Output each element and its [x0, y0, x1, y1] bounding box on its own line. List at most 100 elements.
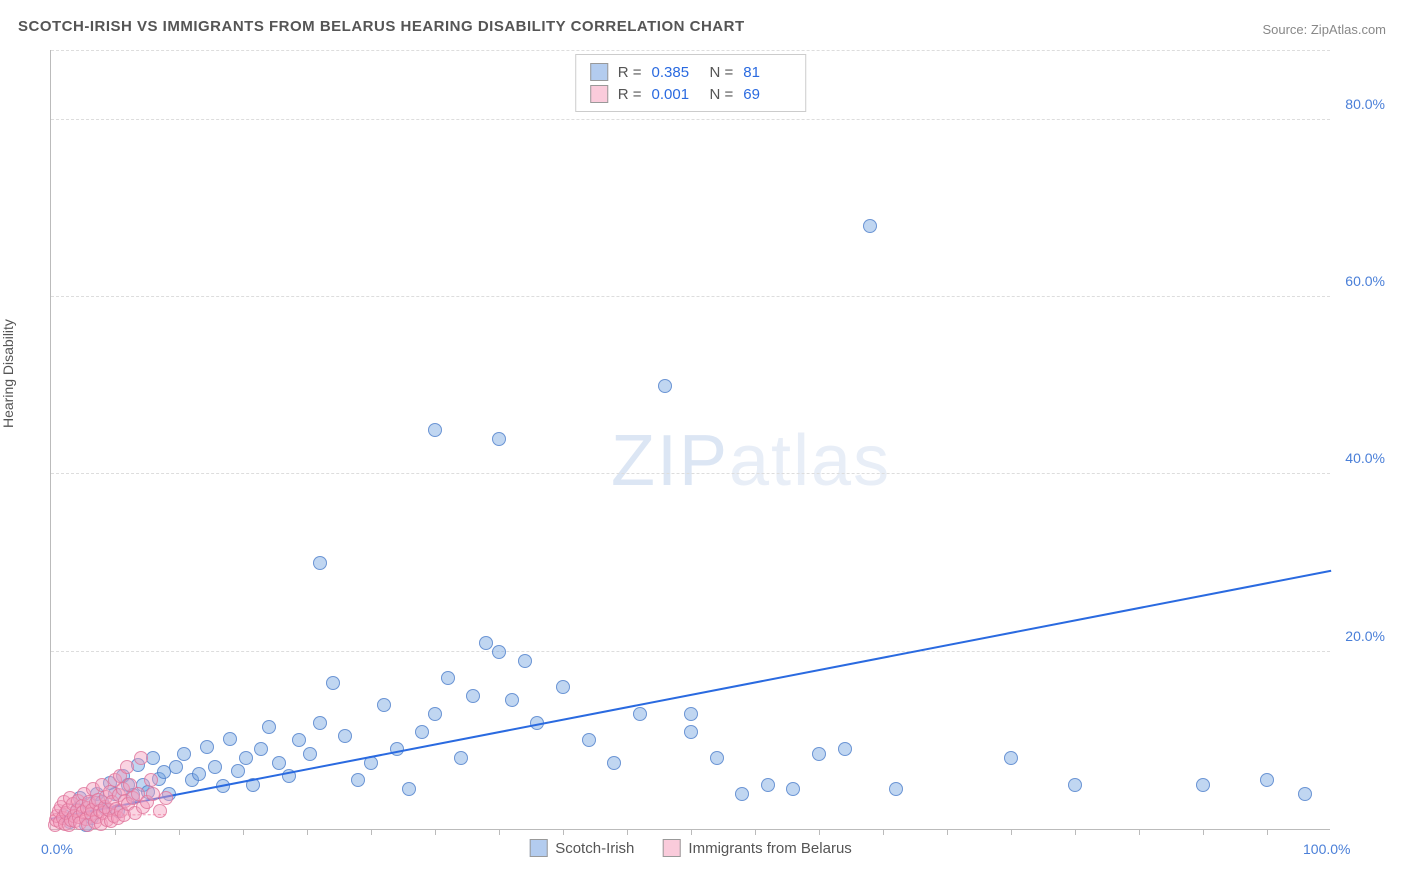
x-tick [435, 829, 436, 835]
x-tick [115, 829, 116, 835]
y-tick-label: 80.0% [1345, 96, 1385, 112]
source-attribution: Source: ZipAtlas.com [1262, 22, 1386, 37]
y-tick-label: 40.0% [1345, 450, 1385, 466]
y-tick-label: 60.0% [1345, 273, 1385, 289]
stat-n-value: 69 [743, 86, 791, 103]
scatter-point [144, 773, 158, 787]
gridline [51, 473, 1330, 474]
scatter-point [402, 782, 416, 796]
scatter-point [239, 751, 253, 765]
scatter-point [633, 707, 647, 721]
x-tick [1139, 829, 1140, 835]
x-tick [691, 829, 692, 835]
x-tick-label: 0.0% [41, 841, 73, 857]
scatter-point [441, 671, 455, 685]
stat-r-label: R = [618, 64, 642, 81]
legend-swatch [529, 839, 547, 857]
scatter-point [1260, 773, 1274, 787]
scatter-point [505, 693, 519, 707]
legend-swatch [662, 839, 680, 857]
x-tick [1075, 829, 1076, 835]
scatter-point [786, 782, 800, 796]
x-tick [1203, 829, 1204, 835]
x-tick [883, 829, 884, 835]
gridline [51, 296, 1330, 297]
x-tick [819, 829, 820, 835]
x-tick [243, 829, 244, 835]
scatter-point [313, 556, 327, 570]
x-tick [627, 829, 628, 835]
scatter-point [303, 747, 317, 761]
scatter-point [454, 751, 468, 765]
trend-line [51, 570, 1331, 820]
x-tick [755, 829, 756, 835]
x-tick [371, 829, 372, 835]
gridline [51, 50, 1330, 51]
scatter-point [146, 751, 160, 765]
watermark-light: atlas [729, 421, 891, 501]
scatter-point [231, 764, 245, 778]
stats-legend-box: R = 0.385 N = 81 R = 0.001 N = 69 [575, 54, 807, 112]
x-tick [499, 829, 500, 835]
scatter-point [1298, 787, 1312, 801]
scatter-point [812, 747, 826, 761]
legend-swatch [590, 63, 608, 81]
scatter-point [254, 742, 268, 756]
scatter-point [889, 782, 903, 796]
stat-r-value: 0.385 [652, 64, 700, 81]
stats-row: R = 0.385 N = 81 [590, 61, 792, 83]
x-tick [947, 829, 948, 835]
x-tick [1267, 829, 1268, 835]
legend-label: Immigrants from Belarus [688, 840, 851, 857]
scatter-point [120, 760, 134, 774]
scatter-point [582, 733, 596, 747]
scatter-point [159, 791, 173, 805]
x-tick [179, 829, 180, 835]
legend-swatch [590, 85, 608, 103]
scatter-point [415, 725, 429, 739]
scatter-point [518, 654, 532, 668]
scatter-point [153, 804, 167, 818]
scatter-point [684, 707, 698, 721]
scatter-point [658, 379, 672, 393]
legend-item: Scotch-Irish [529, 839, 634, 857]
scatter-point [134, 751, 148, 765]
scatter-point [326, 676, 340, 690]
scatter-point [492, 645, 506, 659]
scatter-point [607, 756, 621, 770]
stats-row: R = 0.001 N = 69 [590, 83, 792, 105]
scatter-point [169, 760, 183, 774]
scatter-point [1068, 778, 1082, 792]
scatter-point [710, 751, 724, 765]
x-tick [307, 829, 308, 835]
scatter-point [262, 720, 276, 734]
x-tick [1011, 829, 1012, 835]
scatter-point [466, 689, 480, 703]
scatter-point [192, 767, 206, 781]
stat-r-value: 0.001 [652, 86, 700, 103]
watermark-bold: ZIP [611, 421, 729, 501]
stat-n-value: 81 [743, 64, 791, 81]
stat-r-label: R = [618, 86, 642, 103]
y-axis-label: Hearing Disability [0, 319, 16, 428]
scatter-point [684, 725, 698, 739]
scatter-point [208, 760, 222, 774]
scatter-point [223, 732, 237, 746]
chart-plot-area: ZIPatlas R =0.385N =81R =0.001N =69 Scot… [50, 50, 1330, 830]
x-tick [563, 829, 564, 835]
gridline [51, 119, 1330, 120]
trend-line [51, 814, 166, 816]
scatter-point [556, 680, 570, 694]
watermark: ZIPatlas [611, 420, 891, 502]
scatter-point [838, 742, 852, 756]
stat-n-label: N = [710, 64, 734, 81]
scatter-point [313, 716, 327, 730]
stat-n-label: N = [710, 86, 734, 103]
scatter-point [1004, 751, 1018, 765]
gridline [51, 651, 1330, 652]
x-tick-label: 100.0% [1303, 841, 1350, 857]
series-legend: Scotch-Irish Immigrants from Belarus [529, 839, 852, 857]
scatter-point [863, 219, 877, 233]
scatter-point [735, 787, 749, 801]
scatter-point [428, 707, 442, 721]
